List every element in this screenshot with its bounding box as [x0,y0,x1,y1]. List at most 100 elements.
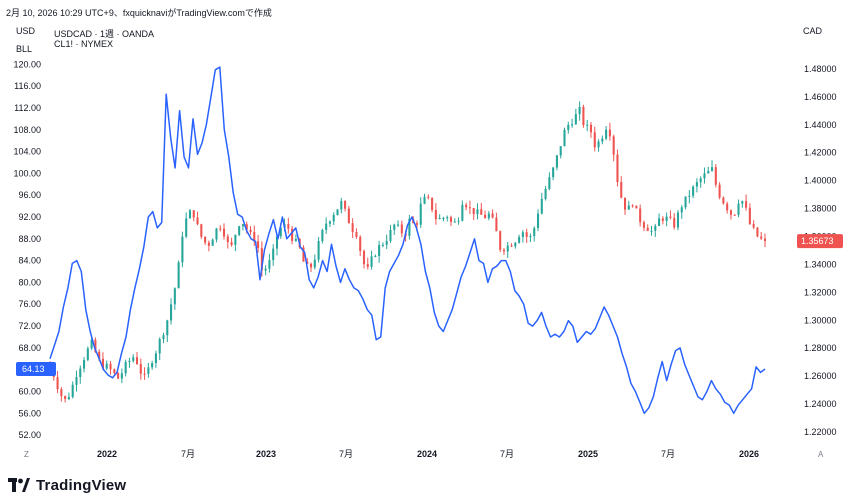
usdcad-candle [260,248,263,271]
usdcad-candle [544,188,547,199]
usdcad-candle [67,397,70,399]
usdcad-candle [499,231,502,250]
usdcad-candle [480,209,483,215]
usdcad-candle [351,223,354,233]
usdcad-candle [741,201,744,204]
usdcad-candle [113,369,116,373]
left-axis-tick: 52.00 [18,430,41,440]
usdcad-candle [571,124,574,126]
usdcad-candle [763,238,767,242]
usdcad-candle [540,198,543,214]
usdcad-legend[interactable]: USDCAD · 1週 · OANDA [54,29,155,39]
usdcad-candle [355,232,358,237]
usdcad-candle [83,360,86,369]
usdcad-candle [623,197,627,210]
x-axis-tick: 7月 [661,449,675,459]
usdcad-candle [385,240,388,245]
right-axis-tick: 1.24000 [804,399,837,409]
usdcad-candle [597,141,600,148]
usdcad-candle [287,224,290,229]
right-axis-tick: 1.40000 [804,176,837,186]
usdcad-candle [431,197,434,210]
left-axis-tick: 84.00 [18,256,41,266]
left-axis-tick: 96.00 [18,190,41,200]
usdcad-candle [760,236,763,239]
left-axis-tick: 116.00 [14,81,41,91]
usdcad-candle [139,364,142,374]
usdcad-candle [143,373,146,375]
x-axis-tick: 2022 [97,449,117,459]
usdcad-candle [188,210,192,219]
usdcad-candle [158,339,161,354]
left-axis-currency-label: USD [16,26,36,36]
usdcad-candle [529,236,532,238]
usdcad-candle [397,224,400,226]
cl1-price-line [49,66,766,415]
usdcad-candle [533,228,536,237]
usdcad-candle [661,218,664,221]
right-axis-tick: 1.22000 [804,427,837,437]
usdcad-candle [563,129,566,147]
corner-left-button[interactable]: Z [24,450,29,459]
x-axis-tick: 7月 [181,449,195,459]
usdcad-candle [650,230,653,232]
usdcad-candle [393,224,396,230]
usdcad-candle [472,207,475,215]
tradingview-logo-text: TradingView [36,476,127,494]
tradingview-logo[interactable]: TradingView [8,474,126,496]
usdcad-candle [427,196,430,198]
usdcad-candle [574,114,577,125]
usdcad-candle [98,351,101,359]
usdcad-candle [729,210,732,215]
usdcad-candle [502,249,506,252]
usdcad-candle [268,260,271,269]
usdcad-candle [219,228,222,230]
usdcad-candle [173,288,176,305]
usdcad-candle [317,241,320,260]
usdcad-candle [362,250,366,265]
usdcad-candle [578,106,581,115]
usdcad-candle [654,225,657,231]
cl1-last-price-label: 64.13 [22,364,45,374]
cl1-legend[interactable]: CL1! · NYMEX [54,39,114,49]
usdcad-candle [680,207,683,213]
usdcad-candle [514,242,517,247]
left-axis-tick: 104.00 [13,147,41,157]
usdcad-candle [415,223,418,225]
usdcad-candle [593,132,596,148]
usdcad-candle [669,216,672,218]
usdcad-candle [389,229,392,241]
left-axis-tick: 88.00 [18,234,41,244]
usdcad-candle [222,228,226,237]
usdcad-candle [56,377,59,390]
usdcad-candle [359,236,362,251]
usdcad-candle [752,223,755,228]
usdcad-candle [608,129,611,137]
usdcad-candle [688,195,691,197]
usdcad-candle [718,184,721,198]
usdcad-candle [162,335,165,340]
usdcad-candle [635,205,638,209]
left-axis-tick: 92.00 [18,212,41,222]
left-axis-tick: 60.00 [18,386,41,396]
usdcad-candle [639,208,642,223]
usdcad-candle [510,245,513,247]
right-axis-tick: 1.44000 [804,120,837,130]
usdcad-candle [86,348,89,361]
usdcad-candle [756,227,759,237]
left-axis-tick: 100.00 [13,168,41,178]
corner-right-button[interactable]: A [818,450,824,459]
usdcad-candle [196,217,199,225]
usdcad-candle [419,203,422,225]
usdcad-candle [434,209,437,220]
x-axis-tick: 2025 [578,449,598,459]
left-axis-tick: 56.00 [18,408,41,418]
tradingview-logo-icon [8,478,30,492]
usdcad-candle [200,224,203,237]
left-axis-tick: 72.00 [18,321,41,331]
usdcad-candle [79,368,82,378]
usdcad-candle [378,245,381,256]
usdcad-candle [726,203,729,211]
usdcad-candle [612,136,615,155]
